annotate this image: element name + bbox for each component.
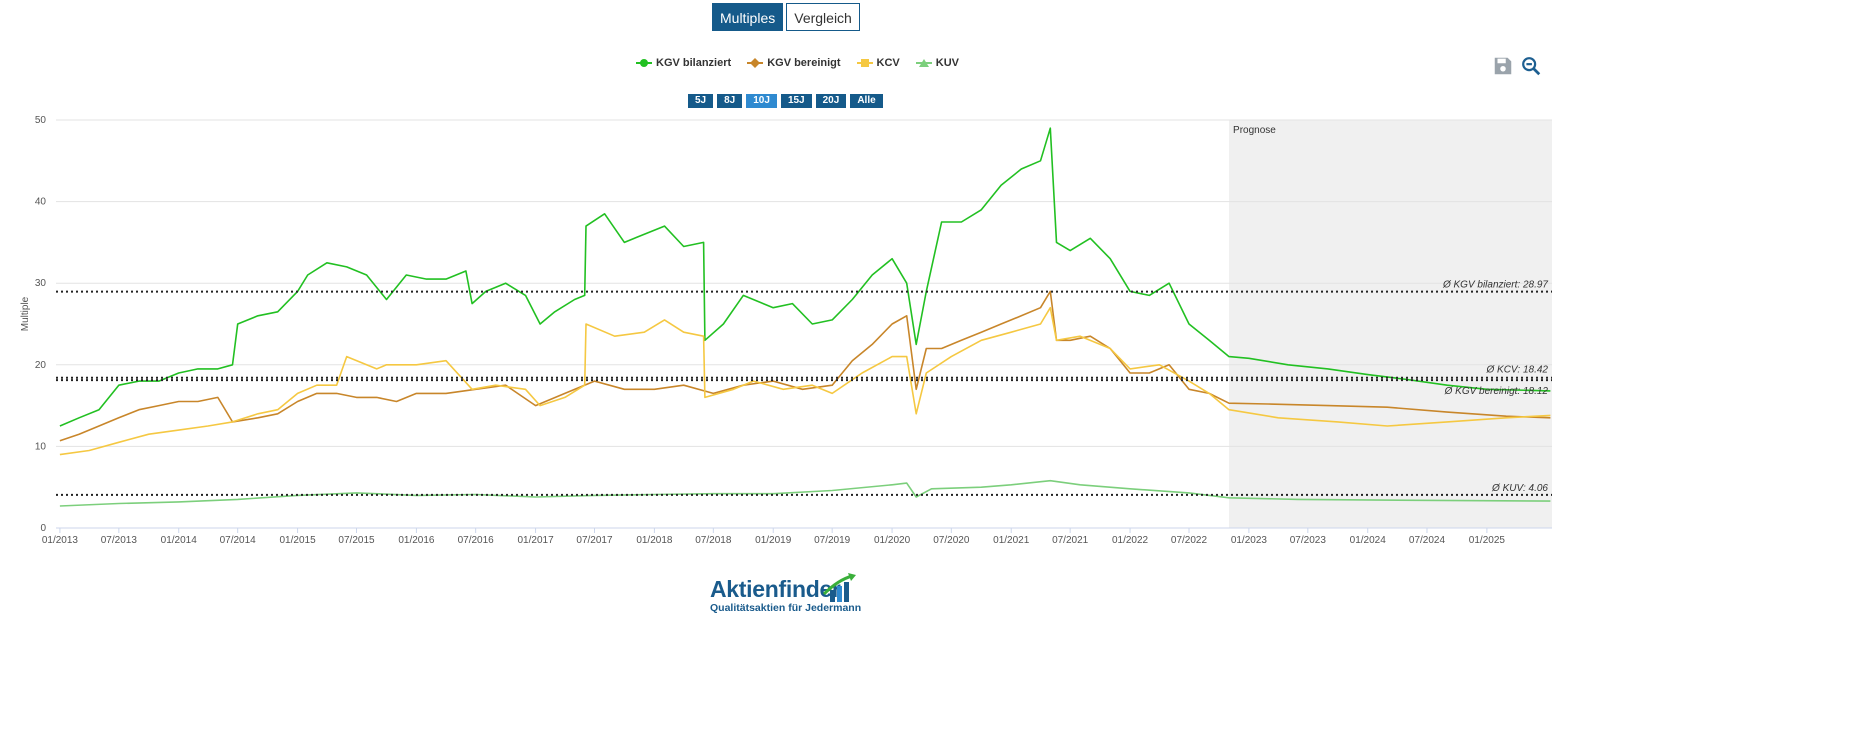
rising-arrow-icon — [822, 573, 856, 602]
x-tick-label: 01/2020 — [874, 535, 911, 546]
x-tick-label: 01/2025 — [1469, 535, 1506, 546]
x-tick-label: 07/2021 — [1052, 535, 1089, 546]
y-tick-label: 40 — [35, 197, 47, 208]
x-tick-label: 07/2019 — [814, 535, 851, 546]
x-tick-label: 07/2017 — [576, 535, 613, 546]
square-marker-icon — [856, 59, 873, 67]
legend-label: KGV bilanziert — [656, 57, 732, 69]
series-line-kgv-bereinigt — [59, 290, 1551, 442]
forecast-band — [1229, 120, 1552, 528]
average-label: Ø KCV: 18.42 — [1485, 365, 1548, 376]
average-label: Ø KGV bereinigt: 18.12 — [1444, 386, 1549, 397]
time-range-selector: 5J 8J 10J 15J 20J Alle — [688, 94, 883, 108]
y-tick-label: 50 — [35, 115, 47, 126]
zoom-out-icon[interactable] — [1520, 55, 1542, 77]
y-tick-label: 10 — [35, 441, 47, 452]
range-button-alle[interactable]: Alle — [850, 94, 883, 108]
logo-subtitle: Qualitätsaktien für Jedermann — [710, 602, 862, 614]
x-tick-label: 01/2018 — [636, 535, 673, 546]
x-tick-label: 01/2022 — [1112, 535, 1149, 546]
x-tick-label: 01/2013 — [42, 535, 79, 546]
average-label: Ø KGV bilanziert: 28.97 — [1442, 280, 1548, 291]
x-tick-label: 01/2016 — [398, 535, 435, 546]
chart-legend: KGV bilanziert KGV bereinigt KCV KUV — [636, 57, 959, 69]
x-tick-label: 01/2021 — [993, 535, 1030, 546]
y-tick-label: 20 — [35, 360, 47, 371]
mode-toggle: Multiples Vergleich — [712, 3, 860, 31]
x-tick-label: 01/2019 — [755, 535, 792, 546]
diamond-marker-icon — [747, 58, 764, 68]
x-tick-label: 07/2018 — [695, 535, 732, 546]
range-button-20j[interactable]: 20J — [815, 94, 847, 108]
series-line-kcv — [59, 306, 1551, 456]
x-tick-label: 07/2023 — [1290, 535, 1327, 546]
x-tick-label: 01/2014 — [161, 535, 198, 546]
y-tick-label: 30 — [35, 278, 47, 289]
x-tick-label: 07/2016 — [458, 535, 495, 546]
x-tick-label: 01/2023 — [1231, 535, 1268, 546]
legend-item[interactable]: KUV — [915, 57, 959, 69]
series-line-kgv-bilanziert — [59, 127, 1551, 427]
range-button-5j[interactable]: 5J — [688, 94, 714, 108]
multiples-button[interactable]: Multiples — [712, 3, 784, 31]
range-button-15j[interactable]: 15J — [780, 94, 812, 108]
y-tick-label: 0 — [40, 523, 46, 534]
x-tick-label: 07/2022 — [1171, 535, 1208, 546]
average-label: Ø KUV: 4.06 — [1491, 483, 1548, 494]
triangle-marker-icon — [915, 59, 932, 67]
multiples-chart: Prognose 0 10 20 30 40 50 01/2013 07/2013 01/2014… — [20, 115, 1552, 546]
legend-item[interactable]: KGV bilanziert — [636, 57, 731, 69]
range-button-8j[interactable]: 8J — [717, 94, 743, 108]
aktienfinder-logo: Aktienfinder Qualitätsaktien für Jederma… — [710, 573, 862, 614]
legend-label: KUV — [935, 57, 959, 69]
circle-marker-icon — [636, 59, 652, 67]
x-tick-label: 01/2017 — [517, 535, 554, 546]
x-tick-label: 07/2020 — [933, 535, 970, 546]
vergleich-button[interactable]: Vergleich — [786, 3, 860, 31]
x-tick-label: 01/2024 — [1350, 535, 1387, 546]
legend-label: KCV — [876, 57, 900, 69]
x-tick-label: 07/2015 — [338, 535, 375, 546]
x-tick-label: 07/2013 — [101, 535, 138, 546]
x-tick-label: 07/2014 — [220, 535, 257, 546]
legend-item[interactable]: KCV — [856, 57, 900, 69]
chart-tools — [1492, 55, 1542, 77]
x-tick-label: 01/2015 — [279, 535, 316, 546]
x-tick-label: 07/2024 — [1409, 535, 1446, 546]
range-button-10j[interactable]: 10J — [746, 94, 777, 108]
forecast-label: Prognose — [1233, 125, 1276, 136]
save-icon[interactable] — [1492, 55, 1514, 77]
legend-label: KGV bereinigt — [767, 57, 841, 69]
logo-title: Aktienfinder — [710, 576, 841, 602]
legend-item[interactable]: KGV bereinigt — [747, 57, 841, 69]
y-axis-title: Multiple — [20, 296, 31, 331]
